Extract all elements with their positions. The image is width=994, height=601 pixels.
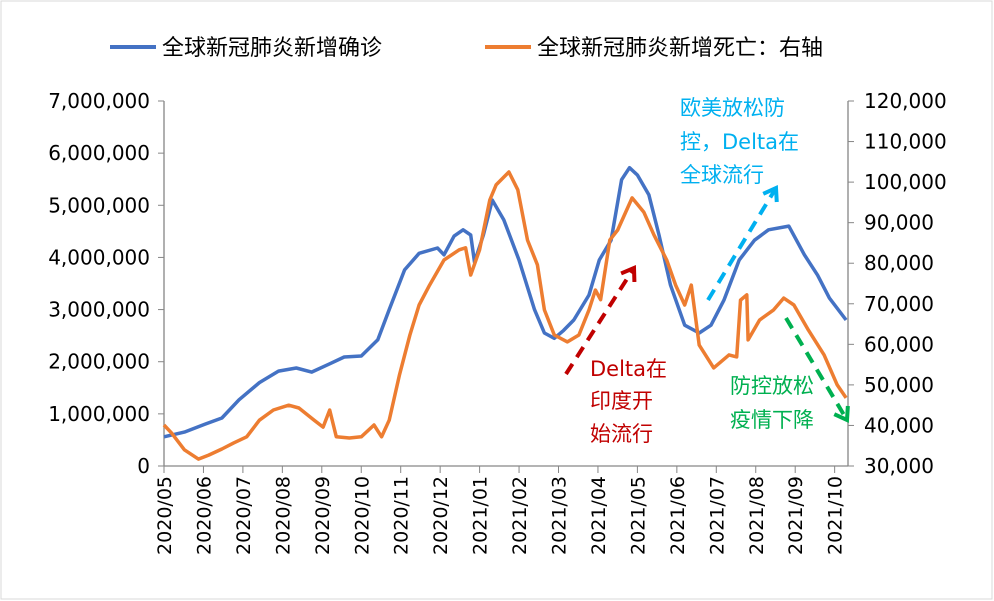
- x-tick-label: 2020/07: [233, 476, 255, 555]
- x-tick-label: 2021/02: [509, 476, 531, 555]
- x-tick-label: 2021/07: [706, 476, 728, 555]
- annotation-arrow-shaft: [564, 266, 636, 376]
- annotation-text: Delta在: [590, 357, 667, 381]
- annotation-text: 始流行: [590, 422, 653, 446]
- annotation-text: 防控放松: [730, 374, 814, 398]
- annotation-arrow-head: [620, 265, 637, 283]
- annotation-arrow-head: [833, 405, 850, 424]
- right-tick-label: 50,000: [864, 373, 934, 397]
- right-tick-label: 90,000: [864, 211, 934, 235]
- x-tick-label: 2021/04: [588, 476, 610, 555]
- x-tick-label: 2020/09: [312, 476, 334, 555]
- left-tick-label: 2,000,000: [48, 350, 150, 374]
- right-tick-label: 60,000: [864, 332, 934, 356]
- left-tick-label: 7,000,000: [48, 89, 150, 113]
- x-tick-label: 2021/10: [825, 476, 847, 555]
- x-tick-label: 2021/09: [785, 476, 807, 555]
- right-tick-label: 120,000: [864, 89, 947, 113]
- x-tick-label: 2021/06: [667, 476, 689, 555]
- legend-label: 全球新冠肺炎新增确诊: [162, 36, 382, 61]
- x-tick-label: 2021/05: [627, 476, 649, 555]
- x-tick-label: 2021/01: [470, 476, 492, 555]
- annotation-text: 疫情下降: [730, 408, 814, 432]
- annotation-arrow-head: [762, 184, 779, 203]
- right-tick-label: 80,000: [864, 251, 934, 275]
- right-tick-label: 40,000: [864, 413, 934, 437]
- left-tick-label: 6,000,000: [48, 141, 150, 165]
- x-tick-label: 2020/11: [391, 476, 413, 555]
- left-tick-label: 3,000,000: [48, 298, 150, 322]
- left-tick-label: 5,000,000: [48, 193, 150, 217]
- left-tick-label: 0: [137, 454, 150, 478]
- x-tick-label: 2020/05: [154, 476, 176, 555]
- annotation-text: 欧美放松防: [680, 96, 785, 120]
- left-tick-label: 4,000,000: [48, 245, 150, 269]
- x-tick-label: 2021/03: [549, 476, 571, 555]
- x-tick-label: 2020/06: [193, 476, 215, 555]
- series-line-deaths: [162, 170, 848, 461]
- annotation-arrow-shaft: [784, 316, 849, 422]
- right-tick-label: 30,000: [864, 454, 934, 478]
- series-line-cases: [163, 165, 848, 439]
- x-tick-label: 2020/10: [351, 476, 373, 555]
- x-tick-label: 2021/08: [746, 476, 768, 555]
- x-tick-label: 2020/08: [272, 476, 294, 555]
- annotation-text: 全球流行: [680, 163, 764, 187]
- right-tick-label: 100,000: [864, 170, 947, 194]
- legend-label: 全球新冠肺炎新增死亡：右轴: [537, 36, 823, 61]
- right-tick-label: 70,000: [864, 292, 934, 316]
- left-tick-label: 1,000,000: [48, 402, 150, 426]
- annotation-text: 控，Delta在: [680, 130, 799, 154]
- annotation-text: 印度开: [590, 389, 653, 413]
- right-tick-label: 110,000: [864, 130, 947, 154]
- x-tick-label: 2020/12: [430, 476, 452, 555]
- annotation-arrow-shaft: [706, 186, 778, 302]
